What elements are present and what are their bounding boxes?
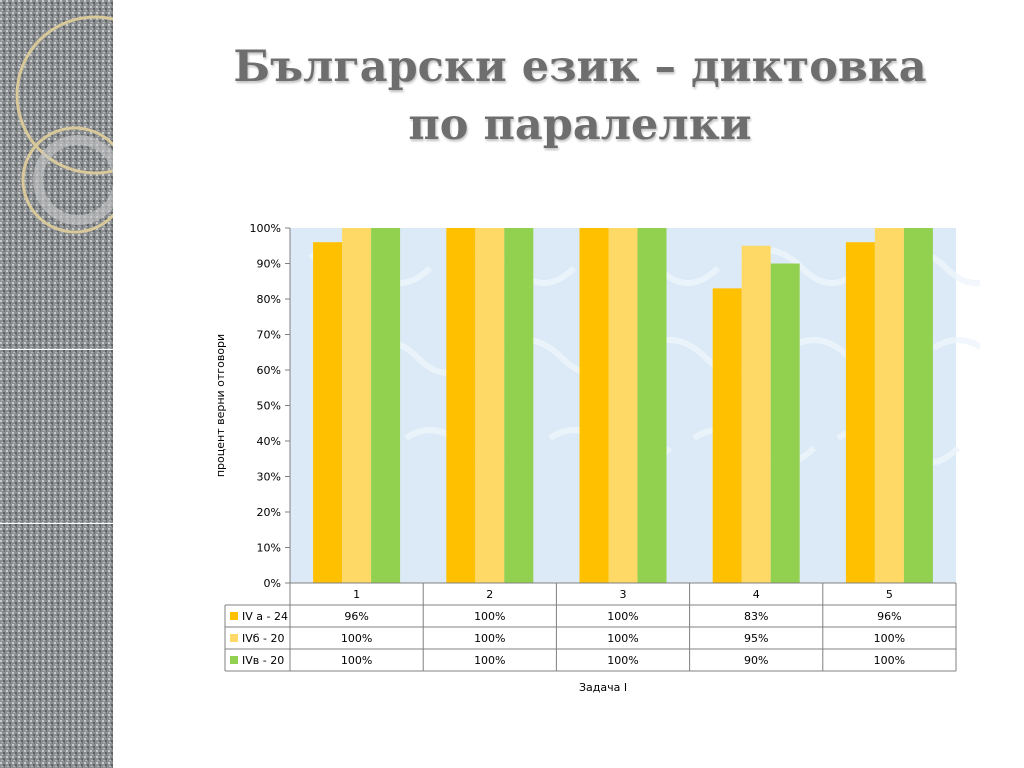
decorative-side-panel [0, 0, 113, 768]
y-tick-label: 40% [257, 435, 281, 448]
title-line-2: по паралелки [408, 100, 752, 150]
data-label: 95% [744, 632, 768, 645]
x-category-label: 5 [886, 588, 893, 601]
panel-divider [0, 349, 113, 350]
page-title: Български език – диктовка по паралелки [200, 38, 960, 154]
x-category-label: 4 [753, 588, 760, 601]
plot-texture [932, 337, 980, 351]
bar [770, 263, 800, 583]
data-label: 100% [341, 632, 372, 645]
y-axis-label: процент верни отговори [214, 334, 227, 477]
data-label: 100% [874, 632, 905, 645]
data-label: 100% [474, 632, 505, 645]
bar [903, 228, 933, 583]
data-label: 100% [607, 654, 638, 667]
data-label: 83% [744, 610, 768, 623]
data-label: 90% [744, 654, 768, 667]
x-category-label: 1 [353, 588, 360, 601]
y-tick-label: 0% [264, 577, 281, 590]
decorative-rings [0, 0, 113, 768]
x-category-label: 2 [486, 588, 493, 601]
y-tick-label: 50% [257, 400, 281, 413]
bar [446, 228, 476, 583]
bar [371, 228, 401, 583]
bar [504, 228, 534, 583]
bar [874, 228, 904, 583]
bar [637, 228, 667, 583]
series-name: IV а - 24 [242, 610, 288, 623]
data-label: 100% [607, 632, 638, 645]
y-tick-label: 100% [250, 222, 281, 235]
bar [845, 242, 875, 583]
bar [608, 228, 638, 583]
y-tick-label: 70% [257, 329, 281, 342]
bar [579, 228, 609, 583]
legend-swatch [230, 656, 238, 664]
bar [741, 245, 771, 583]
series-name: IVв - 20 [242, 654, 284, 667]
legend-swatch [230, 634, 238, 642]
bar [712, 288, 742, 583]
y-tick-label: 30% [257, 471, 281, 484]
data-label: 100% [874, 654, 905, 667]
bar [475, 228, 505, 583]
data-label: 100% [607, 610, 638, 623]
y-tick-label: 80% [257, 293, 281, 306]
data-label: 100% [474, 654, 505, 667]
y-tick-label: 60% [257, 364, 281, 377]
bar-chart: 0% 10% 20% 30% 40% 50% 60% 70% 80% 90% 100% процент… [214, 222, 980, 694]
series-name: IVб - 20 [242, 632, 285, 645]
x-axis-label: Задача I [579, 681, 627, 694]
x-category-label: 3 [620, 588, 627, 601]
bar [342, 228, 372, 583]
y-tick-label: 90% [257, 258, 281, 271]
title-line-1: Български език – диктовка [233, 42, 927, 92]
bar [313, 242, 343, 583]
data-label: 96% [344, 610, 368, 623]
y-tick-label: 10% [257, 542, 281, 555]
data-label: 100% [474, 610, 505, 623]
data-label: 100% [341, 654, 372, 667]
legend-swatch [230, 612, 238, 620]
data-label: 96% [877, 610, 901, 623]
y-tick-label: 20% [257, 506, 281, 519]
panel-divider [0, 523, 113, 524]
